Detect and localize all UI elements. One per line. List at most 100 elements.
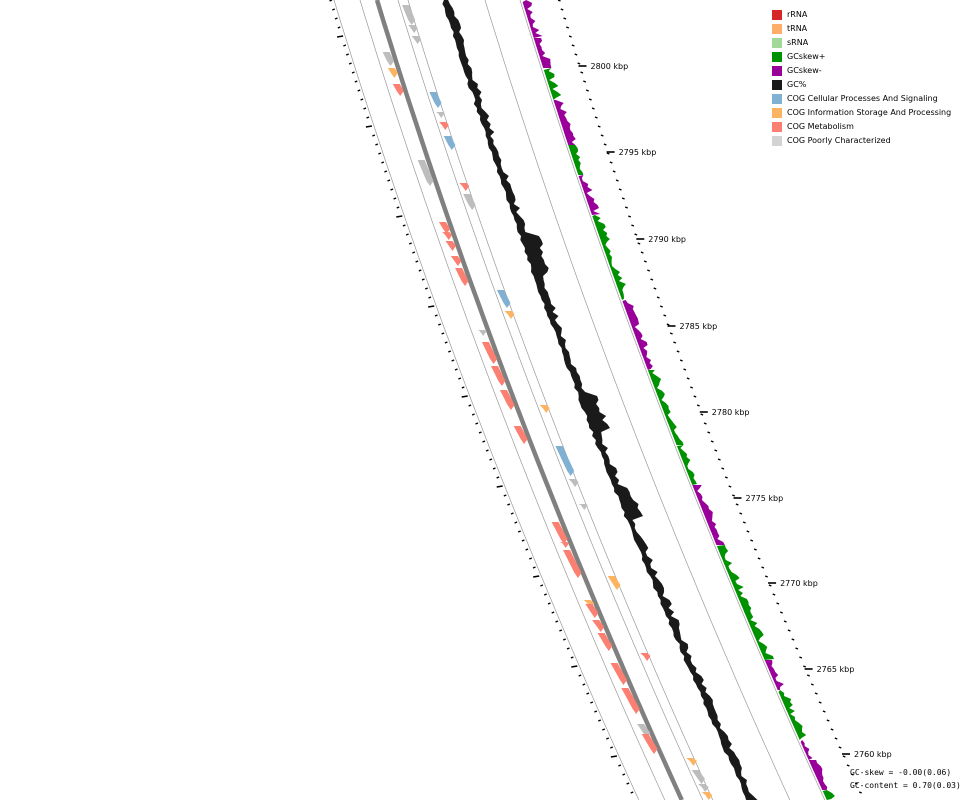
outer-ruler-tick xyxy=(806,674,810,677)
gc-skew-stat: GC-skew = -0.00(0.06) xyxy=(850,768,952,777)
gc-skew-negative xyxy=(553,100,576,145)
gene-met xyxy=(439,122,449,130)
outer-ruler-tick xyxy=(803,665,807,668)
inner-ruler-tick xyxy=(438,323,442,326)
gene-met xyxy=(450,256,462,266)
gene-poor xyxy=(691,770,705,784)
outer-ruler-tick xyxy=(683,368,687,371)
gene-met xyxy=(513,426,528,444)
outer-ruler-tick xyxy=(568,35,572,38)
outer-ruler-tick xyxy=(750,539,754,542)
gene-cel xyxy=(429,92,442,108)
legend-swatch xyxy=(772,10,782,20)
outer-ruler-tick xyxy=(663,314,667,317)
inner-ruler-tick xyxy=(551,611,555,614)
outer-ruler-tick xyxy=(609,161,613,164)
gene-met xyxy=(551,522,568,544)
outer-ruler-tick xyxy=(700,413,704,416)
inner-ruler-tick xyxy=(610,755,618,758)
outer-ruler-tick xyxy=(585,89,589,92)
inner-ruler-tick xyxy=(517,530,521,533)
inner-ruler-tick xyxy=(458,377,462,380)
outer-ruler xyxy=(557,0,862,794)
outer-ruler-tick xyxy=(703,422,707,425)
outer-ruler-tick xyxy=(768,584,772,587)
outer-ruler-tick xyxy=(690,386,694,389)
legend-label: GC% xyxy=(787,80,807,89)
outer-ruler-tick xyxy=(814,692,818,695)
outer-ruler-tick xyxy=(673,341,677,344)
outer-ruler-tick xyxy=(560,8,564,11)
outer-ruler-tick xyxy=(772,593,776,596)
gc-skew-negative xyxy=(764,660,784,690)
inner-ruler-tick xyxy=(444,341,448,344)
inner-ruler-tick xyxy=(337,26,341,29)
outer-ruler-tick xyxy=(739,512,743,515)
outer-ruler-tick xyxy=(666,323,670,326)
inner-ruler-tick xyxy=(598,719,602,722)
outer-ruler-tick xyxy=(566,26,570,29)
track-line xyxy=(484,0,791,800)
outer-ruler-tick xyxy=(563,17,567,20)
inner-ruler-tick xyxy=(622,773,626,776)
outer-ruler-tick xyxy=(791,638,795,641)
inner-ruler-tick xyxy=(428,305,435,308)
inner-ruler-tick xyxy=(571,665,578,668)
outer-ruler-tick xyxy=(588,98,592,101)
legend-swatch xyxy=(772,80,782,90)
outer-ruler-tick xyxy=(557,0,561,2)
outer-ruler-tick xyxy=(753,548,757,551)
outer-ruler-tick xyxy=(858,791,862,794)
gene-info xyxy=(686,758,697,766)
outer-ruler-tick xyxy=(612,170,616,173)
gene-poor xyxy=(411,36,422,44)
inner-ruler-tick xyxy=(586,692,590,695)
inner-ruler-tick xyxy=(372,134,376,137)
gene-met xyxy=(392,84,404,96)
outer-ruler-tick xyxy=(597,125,601,128)
track-line xyxy=(359,0,666,800)
inner-ruler-tick xyxy=(428,296,432,299)
outer-ruler-tick xyxy=(600,134,604,137)
inner-ruler-tick xyxy=(507,503,511,506)
inner-ruler-tick xyxy=(351,71,355,74)
track-line xyxy=(397,0,704,800)
inner-ruler-tick xyxy=(496,476,500,479)
inner-ruler-tick xyxy=(602,728,606,731)
inner-ruler-tick xyxy=(559,629,563,632)
gc-skew-negative xyxy=(808,760,828,790)
inner-ruler-tick xyxy=(533,575,540,578)
gene-met xyxy=(585,604,599,618)
backbone-line xyxy=(374,0,684,800)
inner-ruler-tick xyxy=(594,710,598,713)
inner-ruler-tick xyxy=(366,116,370,119)
inner-ruler-tick xyxy=(529,557,533,560)
legend-label: tRNA xyxy=(787,24,808,33)
outer-ruler-tick xyxy=(583,80,587,83)
outer-ruler-tick xyxy=(628,215,632,218)
ruler-label: 2785 kbp xyxy=(680,322,718,331)
inner-ruler-tick xyxy=(521,539,525,542)
legend-swatch xyxy=(772,38,782,48)
gene-met xyxy=(499,390,515,410)
inner-ruler-tick xyxy=(496,485,503,488)
inner-ruler-tick xyxy=(578,674,582,677)
outer-ruler-tick xyxy=(637,242,641,245)
outer-ruler-tick xyxy=(728,485,732,488)
legend-swatch xyxy=(772,108,782,118)
inner-ruler-tick xyxy=(471,413,475,416)
legend-label: rRNA xyxy=(787,10,808,19)
inner-ruler-tick xyxy=(393,197,397,200)
gene-poor xyxy=(463,194,476,210)
legend-label: COG Cellular Processes And Signaling xyxy=(787,94,938,103)
inner-ruler-tick xyxy=(543,593,547,596)
outer-ruler-tick xyxy=(634,233,638,236)
gc-skew-negative xyxy=(533,38,552,68)
inner-ruler-tick xyxy=(408,242,412,245)
gene-cel xyxy=(443,136,456,150)
inner-ruler-tick xyxy=(451,359,455,362)
outer-ruler-tick xyxy=(643,260,647,263)
gene-met xyxy=(438,222,451,234)
outer-ruler-tick xyxy=(830,728,834,731)
inner-ruler-tick xyxy=(381,161,385,164)
